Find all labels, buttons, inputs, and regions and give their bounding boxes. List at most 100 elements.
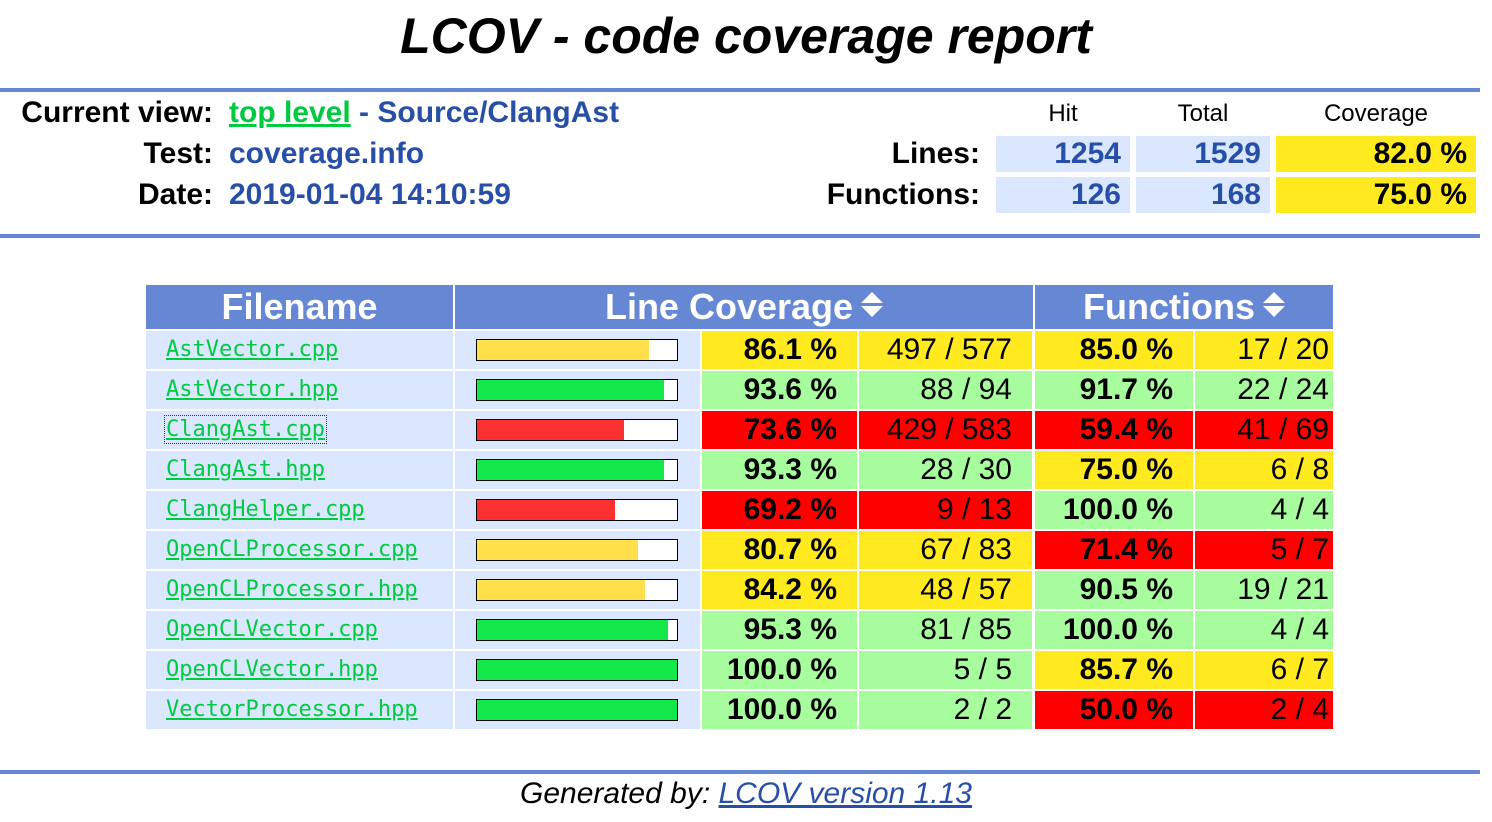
function-coverage-percent: 90.5 %	[1035, 571, 1193, 609]
coverage-bar	[476, 579, 678, 601]
coverage-bar-cell	[455, 651, 700, 689]
function-coverage-percent: 59.4 %	[1035, 411, 1193, 449]
coverage-bar	[476, 379, 678, 401]
filename-cell: AstVector.cpp	[146, 331, 453, 369]
coverage-bar-fill	[477, 380, 664, 400]
table-row: OpenCLProcessor.hpp 84.2 % 48 / 57 90.5 % 19…	[146, 571, 1333, 609]
table-row: OpenCLProcessor.cpp 80.7 % 67 / 83 71.4 % 5 …	[146, 531, 1333, 569]
footer: Generated by: LCOV version 1.13	[0, 774, 1492, 814]
summary-functions-total: 168	[1136, 177, 1270, 213]
current-path-text: - Source/ClangAst	[350, 96, 620, 129]
file-link[interactable]: AstVector.cpp	[166, 337, 339, 362]
footer-rule	[0, 770, 1480, 774]
coverage-bar-cell	[455, 411, 700, 449]
file-link[interactable]: VectorProcessor.hpp	[166, 697, 418, 722]
line-coverage-percent: 86.1 %	[702, 331, 857, 369]
file-link[interactable]: ClangHelper.cpp	[166, 497, 365, 522]
coverage-bar	[476, 659, 678, 681]
file-link[interactable]: OpenCLVector.hpp	[166, 657, 378, 682]
file-link[interactable]: ClangAst.cpp	[164, 415, 327, 444]
table-row: ClangAst.cpp 73.6 % 429 / 583 59.4 % 41 / 69	[146, 411, 1333, 449]
test-label: Test:	[143, 137, 213, 170]
coverage-bar	[476, 539, 678, 561]
coverage-bar-cell	[455, 331, 700, 369]
header-top-rule	[0, 88, 1480, 92]
page-title: LCOV - code coverage report	[400, 8, 1092, 64]
sort-arrows-icon[interactable]	[861, 292, 884, 318]
summary-hit-header: Hit	[1048, 100, 1078, 127]
filename-header-label: Filename	[221, 286, 378, 327]
coverage-bar-cell	[455, 691, 700, 729]
file-link[interactable]: OpenCLProcessor.cpp	[166, 537, 418, 562]
function-coverage-percent: 85.0 %	[1035, 331, 1193, 369]
coverage-bar-cell	[455, 491, 700, 529]
line-coverage-percent: 69.2 %	[702, 491, 857, 529]
line-coverage-header-label: Line Coverage	[604, 286, 854, 327]
coverage-bar	[476, 419, 678, 441]
line-coverage-column-header: Line Coverage	[455, 285, 1033, 329]
summary-lines-label: Lines:	[891, 137, 980, 170]
filename-cell: OpenCLVector.hpp	[146, 651, 453, 689]
file-link[interactable]: OpenCLVector.cpp	[166, 617, 378, 642]
summary-functions-hit: 126	[996, 177, 1130, 213]
summary-lines-coverage: 82.0 %	[1276, 136, 1476, 172]
function-coverage-percent: 91.7 %	[1035, 371, 1193, 409]
function-coverage-percent: 71.4 %	[1035, 531, 1193, 569]
filename-cell: OpenCLProcessor.cpp	[146, 531, 453, 569]
file-link[interactable]: ClangAst.hpp	[166, 457, 325, 482]
line-coverage-count: 429 / 583	[859, 411, 1032, 449]
top-level-link[interactable]: top level	[229, 96, 351, 129]
summary-coverage-header: Coverage	[1323, 100, 1429, 127]
line-coverage-count: 48 / 57	[859, 571, 1032, 609]
current-view-label: Current view:	[21, 96, 213, 129]
coverage-bar-cell	[455, 451, 700, 489]
function-coverage-percent: 50.0 %	[1035, 691, 1193, 729]
function-coverage-percent: 85.7 %	[1035, 651, 1193, 689]
functions-header-label: Functions	[1083, 286, 1255, 327]
filename-cell: ClangAst.cpp	[146, 411, 453, 449]
line-coverage-percent: 100.0 %	[702, 651, 857, 689]
coverage-bar-cell	[455, 571, 700, 609]
summary-total-header: Total	[1177, 100, 1229, 127]
table-row: ClangHelper.cpp 69.2 % 9 / 13 100.0 % 4 / 4	[146, 491, 1333, 529]
coverage-bar-fill	[477, 460, 664, 480]
coverage-bar-fill	[477, 500, 615, 520]
coverage-bar-cell	[455, 611, 700, 649]
date-value: 2019-01-04 14:10:59	[229, 178, 511, 211]
test-value: coverage.info	[229, 137, 425, 170]
function-coverage-percent: 75.0 %	[1035, 451, 1193, 489]
function-coverage-count: 2 / 4	[1195, 691, 1333, 729]
table-row: ClangAst.hpp 93.3 % 28 / 30 75.0 % 6 / 8	[146, 451, 1333, 489]
line-coverage-percent: 100.0 %	[702, 691, 857, 729]
date-label: Date:	[137, 178, 213, 211]
summary-lines-total: 1529	[1136, 136, 1270, 172]
sort-arrows-icon[interactable]	[1262, 292, 1285, 318]
lcov-version-link[interactable]: LCOV version 1.13	[718, 777, 972, 810]
function-coverage-count: 4 / 4	[1195, 491, 1333, 529]
line-coverage-count: 9 / 13	[859, 491, 1032, 529]
function-coverage-count: 6 / 8	[1195, 451, 1333, 489]
functions-column-header: Functions	[1035, 285, 1333, 329]
coverage-bar-fill	[477, 620, 668, 640]
function-coverage-count: 19 / 21	[1195, 571, 1333, 609]
filename-cell: OpenCLProcessor.hpp	[146, 571, 453, 609]
line-coverage-count: 28 / 30	[859, 451, 1032, 489]
line-coverage-count: 497 / 577	[859, 331, 1032, 369]
coverage-bar	[476, 499, 678, 521]
filename-cell: OpenCLVector.cpp	[146, 611, 453, 649]
coverage-bar-cell	[455, 531, 700, 569]
line-coverage-count: 81 / 85	[859, 611, 1032, 649]
file-link[interactable]: OpenCLProcessor.hpp	[166, 577, 418, 602]
filename-cell: ClangHelper.cpp	[146, 491, 453, 529]
file-link[interactable]: AstVector.hpp	[166, 377, 339, 402]
coverage-bar-fill	[477, 540, 638, 560]
line-coverage-count: 2 / 2	[859, 691, 1032, 729]
line-coverage-percent: 80.7 %	[702, 531, 857, 569]
coverage-bar-fill	[477, 580, 645, 600]
line-coverage-count: 67 / 83	[859, 531, 1032, 569]
coverage-bar-fill	[477, 420, 624, 440]
function-coverage-count: 6 / 7	[1195, 651, 1333, 689]
table-row: OpenCLVector.cpp 95.3 % 81 / 85 100.0 % 4 / …	[146, 611, 1333, 649]
line-coverage-percent: 73.6 %	[702, 411, 857, 449]
line-coverage-count: 88 / 94	[859, 371, 1032, 409]
